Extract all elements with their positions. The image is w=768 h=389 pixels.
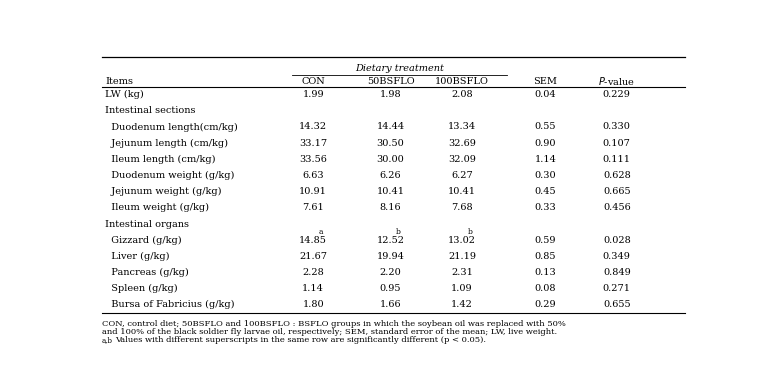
Text: Intestinal sections: Intestinal sections — [105, 106, 195, 115]
Text: 0.13: 0.13 — [535, 268, 556, 277]
Text: 7.61: 7.61 — [303, 203, 324, 212]
Text: a,b: a,b — [102, 336, 113, 344]
Text: Items: Items — [105, 77, 133, 86]
Text: 0.665: 0.665 — [603, 187, 631, 196]
Text: CON, control diet; 50BSFLO and 100BSFLO : BSFLO groups in which the soybean oil : CON, control diet; 50BSFLO and 100BSFLO … — [102, 319, 566, 328]
Text: 32.09: 32.09 — [448, 155, 476, 164]
Text: 21.67: 21.67 — [300, 252, 327, 261]
Text: 100BSFLO: 100BSFLO — [435, 77, 489, 86]
Text: 19.94: 19.94 — [376, 252, 405, 261]
Text: 1.09: 1.09 — [452, 284, 473, 293]
Text: 12.52: 12.52 — [376, 236, 405, 245]
Text: 13.34: 13.34 — [448, 123, 476, 131]
Text: 13.02: 13.02 — [448, 236, 476, 245]
Text: b: b — [396, 228, 401, 236]
Text: 10.41: 10.41 — [376, 187, 405, 196]
Text: 0.349: 0.349 — [603, 252, 631, 261]
Text: 8.16: 8.16 — [380, 203, 402, 212]
Text: SEM: SEM — [533, 77, 558, 86]
Text: 0.271: 0.271 — [603, 284, 631, 293]
Text: 0.95: 0.95 — [380, 284, 402, 293]
Text: 0.655: 0.655 — [603, 300, 631, 309]
Text: Bursa of Fabricius (g/kg): Bursa of Fabricius (g/kg) — [105, 300, 234, 309]
Text: CON: CON — [301, 77, 325, 86]
Text: Values with different superscripts in the same row are significantly different (: Values with different superscripts in th… — [115, 336, 486, 344]
Text: 6.26: 6.26 — [380, 171, 402, 180]
Text: 21.19: 21.19 — [448, 252, 476, 261]
Text: 0.04: 0.04 — [535, 90, 556, 99]
Text: 0.849: 0.849 — [603, 268, 631, 277]
Text: 33.17: 33.17 — [300, 138, 327, 148]
Text: b: b — [468, 228, 472, 236]
Text: 50BSFLO: 50BSFLO — [367, 77, 415, 86]
Text: Liver (g/kg): Liver (g/kg) — [105, 252, 170, 261]
Text: Duodenum weight (g/kg): Duodenum weight (g/kg) — [105, 171, 234, 180]
Text: Spleen (g/kg): Spleen (g/kg) — [105, 284, 177, 293]
Text: LW (kg): LW (kg) — [105, 90, 144, 99]
Text: 0.330: 0.330 — [603, 123, 631, 131]
Text: 6.63: 6.63 — [303, 171, 324, 180]
Text: Ileum weight (g/kg): Ileum weight (g/kg) — [105, 203, 209, 212]
Text: 10.41: 10.41 — [448, 187, 476, 196]
Text: and 100% of the black soldier fly larvae oil, respectively; SEM, standard error : and 100% of the black soldier fly larvae… — [102, 328, 557, 336]
Text: $P$-value: $P$-value — [598, 75, 635, 87]
Text: 1.14: 1.14 — [303, 284, 324, 293]
Text: 0.30: 0.30 — [535, 171, 556, 180]
Text: 1.66: 1.66 — [380, 300, 402, 309]
Text: 32.69: 32.69 — [448, 138, 476, 148]
Text: 1.42: 1.42 — [451, 300, 473, 309]
Text: 2.28: 2.28 — [303, 268, 324, 277]
Text: 1.80: 1.80 — [303, 300, 324, 309]
Text: 6.27: 6.27 — [451, 171, 473, 180]
Text: 2.08: 2.08 — [452, 90, 473, 99]
Text: Gizzard (g/kg): Gizzard (g/kg) — [105, 236, 181, 245]
Text: 10.91: 10.91 — [300, 187, 327, 196]
Text: a: a — [319, 228, 323, 236]
Text: 7.68: 7.68 — [452, 203, 473, 212]
Text: 14.44: 14.44 — [376, 123, 405, 131]
Text: 0.90: 0.90 — [535, 138, 556, 148]
Text: Pancreas (g/kg): Pancreas (g/kg) — [105, 268, 189, 277]
Text: 0.59: 0.59 — [535, 236, 556, 245]
Text: 0.028: 0.028 — [603, 236, 631, 245]
Text: 0.45: 0.45 — [535, 187, 556, 196]
Text: 0.111: 0.111 — [603, 155, 631, 164]
Text: Intestinal organs: Intestinal organs — [105, 219, 189, 228]
Text: 0.107: 0.107 — [603, 138, 631, 148]
Text: 2.31: 2.31 — [451, 268, 473, 277]
Text: 1.98: 1.98 — [380, 90, 402, 99]
Text: 0.29: 0.29 — [535, 300, 556, 309]
Text: 0.456: 0.456 — [603, 203, 631, 212]
Text: 0.628: 0.628 — [603, 171, 631, 180]
Text: Duodenum length(cm/kg): Duodenum length(cm/kg) — [105, 123, 237, 131]
Text: 0.229: 0.229 — [603, 90, 631, 99]
Text: Ileum length (cm/kg): Ileum length (cm/kg) — [105, 155, 216, 164]
Text: 0.55: 0.55 — [535, 123, 556, 131]
Text: 1.14: 1.14 — [535, 155, 556, 164]
Text: Jejunum length (cm/kg): Jejunum length (cm/kg) — [105, 138, 228, 148]
Text: 30.00: 30.00 — [377, 155, 405, 164]
Text: 0.85: 0.85 — [535, 252, 556, 261]
Text: 1.99: 1.99 — [303, 90, 324, 99]
Text: Dietary treatment: Dietary treatment — [355, 64, 444, 73]
Text: 0.08: 0.08 — [535, 284, 556, 293]
Text: 33.56: 33.56 — [300, 155, 327, 164]
Text: 14.32: 14.32 — [300, 123, 327, 131]
Text: 30.50: 30.50 — [377, 138, 405, 148]
Text: 2.20: 2.20 — [379, 268, 402, 277]
Text: Jejunum weight (g/kg): Jejunum weight (g/kg) — [105, 187, 221, 196]
Text: 0.33: 0.33 — [535, 203, 556, 212]
Text: 14.85: 14.85 — [300, 236, 327, 245]
